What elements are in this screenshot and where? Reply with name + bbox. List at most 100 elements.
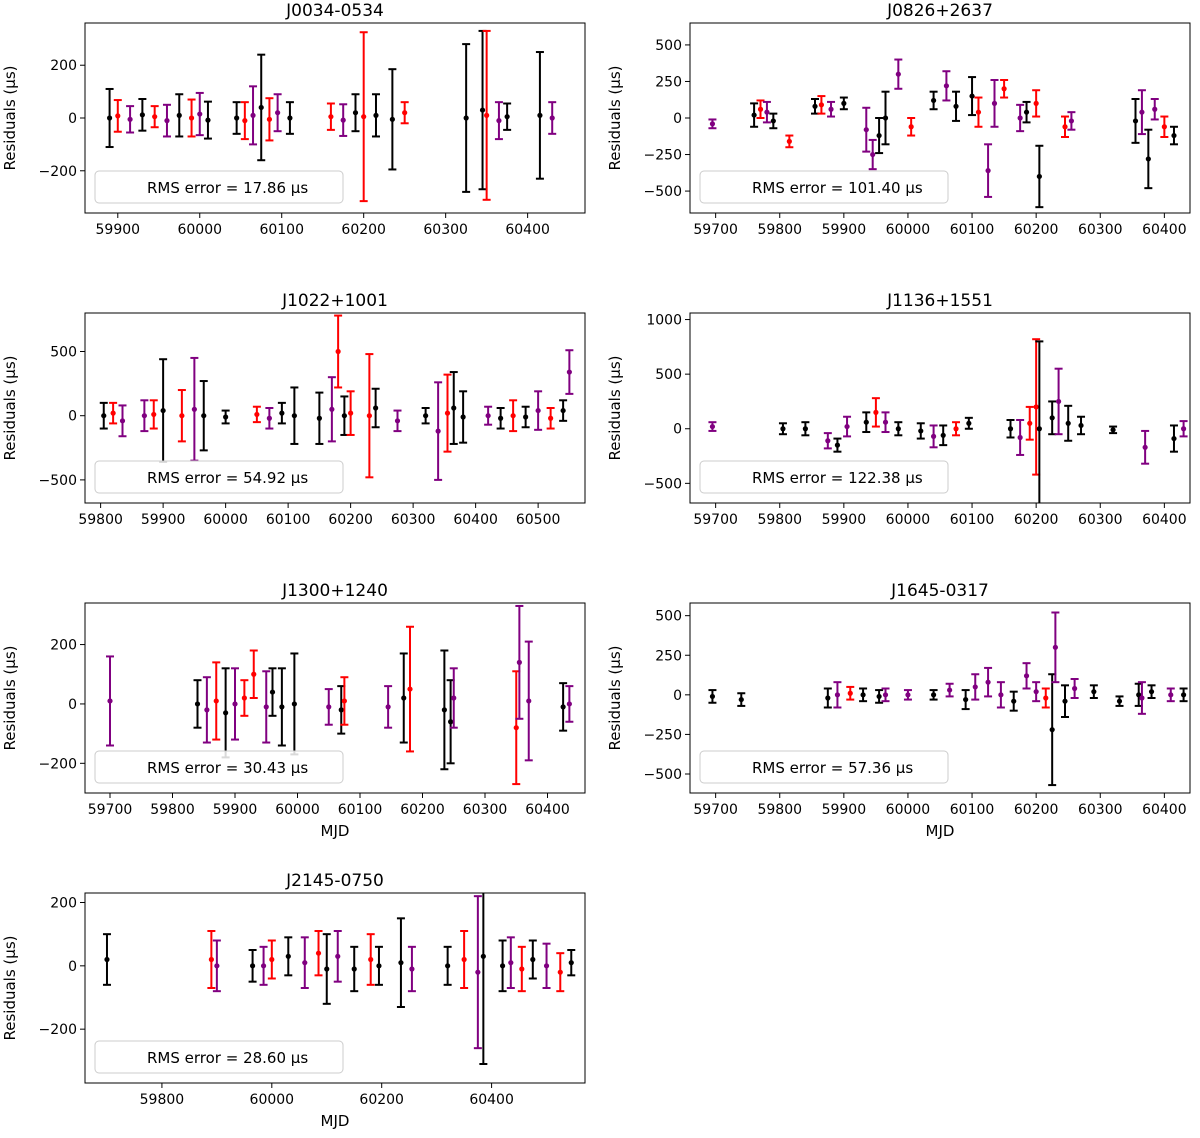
panel-title: J1136+1551: [886, 291, 993, 311]
data-point: [485, 413, 491, 419]
data-point: [560, 407, 566, 414]
data-point: [1136, 692, 1142, 698]
rms-legend-label: RMS error = 28.60 μs: [147, 1049, 308, 1067]
data-point: [1091, 689, 1097, 695]
data-point: [451, 695, 457, 701]
data-point: [751, 112, 757, 118]
axes-frame: [689, 602, 1191, 794]
legend-box: [94, 750, 344, 784]
data-point: [963, 696, 969, 703]
data-point: [537, 112, 543, 118]
data-point: [461, 956, 467, 963]
rms-legend-label: RMS error = 30.43 μs: [147, 759, 308, 777]
x-axis-label: MJD: [321, 1112, 350, 1130]
data-point: [409, 966, 415, 972]
data-point: [258, 104, 264, 111]
data-point: [115, 113, 121, 119]
data-point: [1052, 644, 1058, 650]
data-point: [341, 413, 347, 419]
data-point: [361, 114, 367, 120]
data-series: [102, 893, 576, 1065]
data-series: [106, 604, 574, 786]
data-point: [475, 969, 481, 975]
data-point: [279, 704, 285, 710]
data-point: [368, 956, 374, 963]
y-tick-label: 0: [68, 697, 77, 713]
x-tick-label: 59700: [693, 802, 738, 818]
data-point: [860, 692, 866, 698]
data-point: [152, 114, 158, 120]
data-point: [110, 410, 116, 416]
data-point: [204, 707, 210, 713]
data-point: [316, 415, 322, 421]
x-tick-label: 60400: [525, 802, 570, 818]
x-tick-label: 59800: [757, 802, 802, 818]
y-tick-label: 0: [673, 422, 682, 438]
x-tick-label: 60400: [1142, 222, 1187, 238]
x-tick-label: 60400: [1142, 802, 1187, 818]
x-tick-label: 60000: [886, 802, 931, 818]
x-tick-label: 60100: [950, 222, 995, 238]
data-point: [480, 953, 486, 959]
x-tick-label: 60200: [341, 222, 386, 238]
data-point: [972, 684, 978, 690]
data-point: [302, 960, 308, 966]
data-point: [401, 695, 407, 701]
panel-j1136+1551: J1136+1551 59700 59800 59900 60000 60100 60200…: [606, 291, 1191, 528]
axes-frame: [84, 312, 586, 504]
rms-legend-label: RMS error = 101.40 μs: [752, 179, 923, 197]
data-point: [508, 960, 514, 966]
y-tick-label: −200: [39, 164, 77, 180]
data-point: [385, 704, 391, 710]
legend-box: [699, 750, 949, 784]
data-point: [444, 410, 451, 416]
y-axis-label: Residuals (μs): [1, 936, 19, 1041]
data-point: [448, 719, 454, 725]
data-point: [825, 438, 831, 444]
data-point: [876, 693, 882, 700]
data-point: [106, 115, 113, 121]
axes-frame: [84, 602, 586, 794]
data-point: [194, 701, 201, 707]
data-point: [1078, 422, 1084, 429]
data-point: [812, 103, 818, 109]
data-point: [291, 701, 297, 707]
y-axis-label: Residuals (μs): [606, 646, 624, 751]
y-tick-label: 1000: [646, 313, 682, 329]
data-point: [104, 956, 110, 963]
data-point: [557, 969, 563, 975]
x-tick-label: 60100: [950, 802, 995, 818]
data-point: [985, 168, 991, 174]
data-point: [1116, 698, 1123, 704]
data-point: [398, 960, 404, 966]
data-point: [275, 110, 281, 116]
data-point: [513, 725, 519, 731]
data-point: [882, 692, 889, 698]
x-tick-label: 59900: [822, 222, 867, 238]
data-point: [523, 414, 529, 420]
data-point: [1055, 398, 1062, 405]
data-point: [834, 442, 841, 448]
data-point: [1161, 124, 1167, 130]
data-point: [324, 966, 330, 972]
data-point: [516, 659, 522, 665]
data-series: [99, 314, 574, 481]
data-point: [197, 111, 203, 117]
x-tick-label: 59700: [88, 802, 133, 818]
x-tick-label: 60000: [886, 222, 931, 238]
data-point: [818, 102, 825, 108]
data-point: [407, 686, 413, 692]
data-point: [905, 692, 911, 698]
x-tick-label: 60000: [886, 512, 931, 528]
x-tick-label: 59800: [150, 802, 195, 818]
y-tick-label: 500: [655, 609, 682, 625]
x-tick-label: 60300: [423, 222, 468, 238]
data-point: [930, 692, 937, 698]
data-point: [1171, 132, 1177, 139]
data-point: [328, 114, 334, 120]
data-point: [315, 950, 322, 956]
data-point: [870, 151, 876, 158]
y-tick-label: −500: [39, 473, 77, 489]
data-point: [191, 406, 197, 412]
